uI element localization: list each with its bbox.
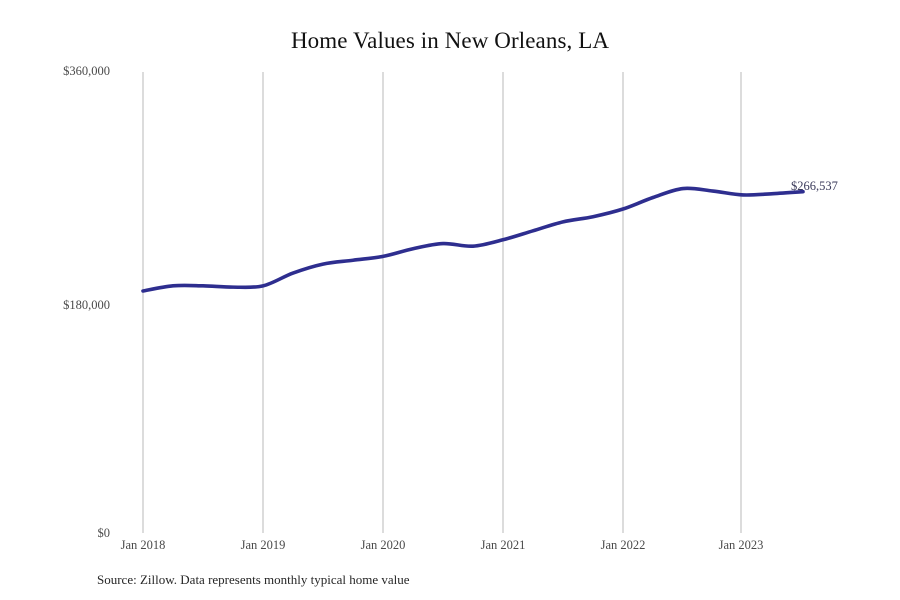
source-note: Source: Zillow. Data represents monthly … [97,572,410,587]
y-axis-tick-label-360000: $360,000 [63,64,110,78]
gridlines-group [142,72,742,533]
data-line-series [141,186,805,293]
x-axis-tick-label-jan-2022: Jan 2022 [600,538,646,552]
x-axis-tick-label-jan-2023: Jan 2023 [718,538,764,552]
x-axis-tick-label-jan-2018: Jan 2018 [120,538,166,552]
y-axis-tick-label-0: $0 [97,526,111,540]
x-axis-tick-label-jan-2021: Jan 2021 [480,538,526,552]
end-value-annotation: $266,537 [791,179,838,193]
x-axis-tick-label-jan-2020: Jan 2020 [360,538,406,552]
page-title: Home Values in New Orleans, LA [290,28,610,53]
x-axis-tick-label-jan-2019: Jan 2019 [240,538,286,552]
y-axis-tick-label-180000: $180,000 [63,298,110,312]
